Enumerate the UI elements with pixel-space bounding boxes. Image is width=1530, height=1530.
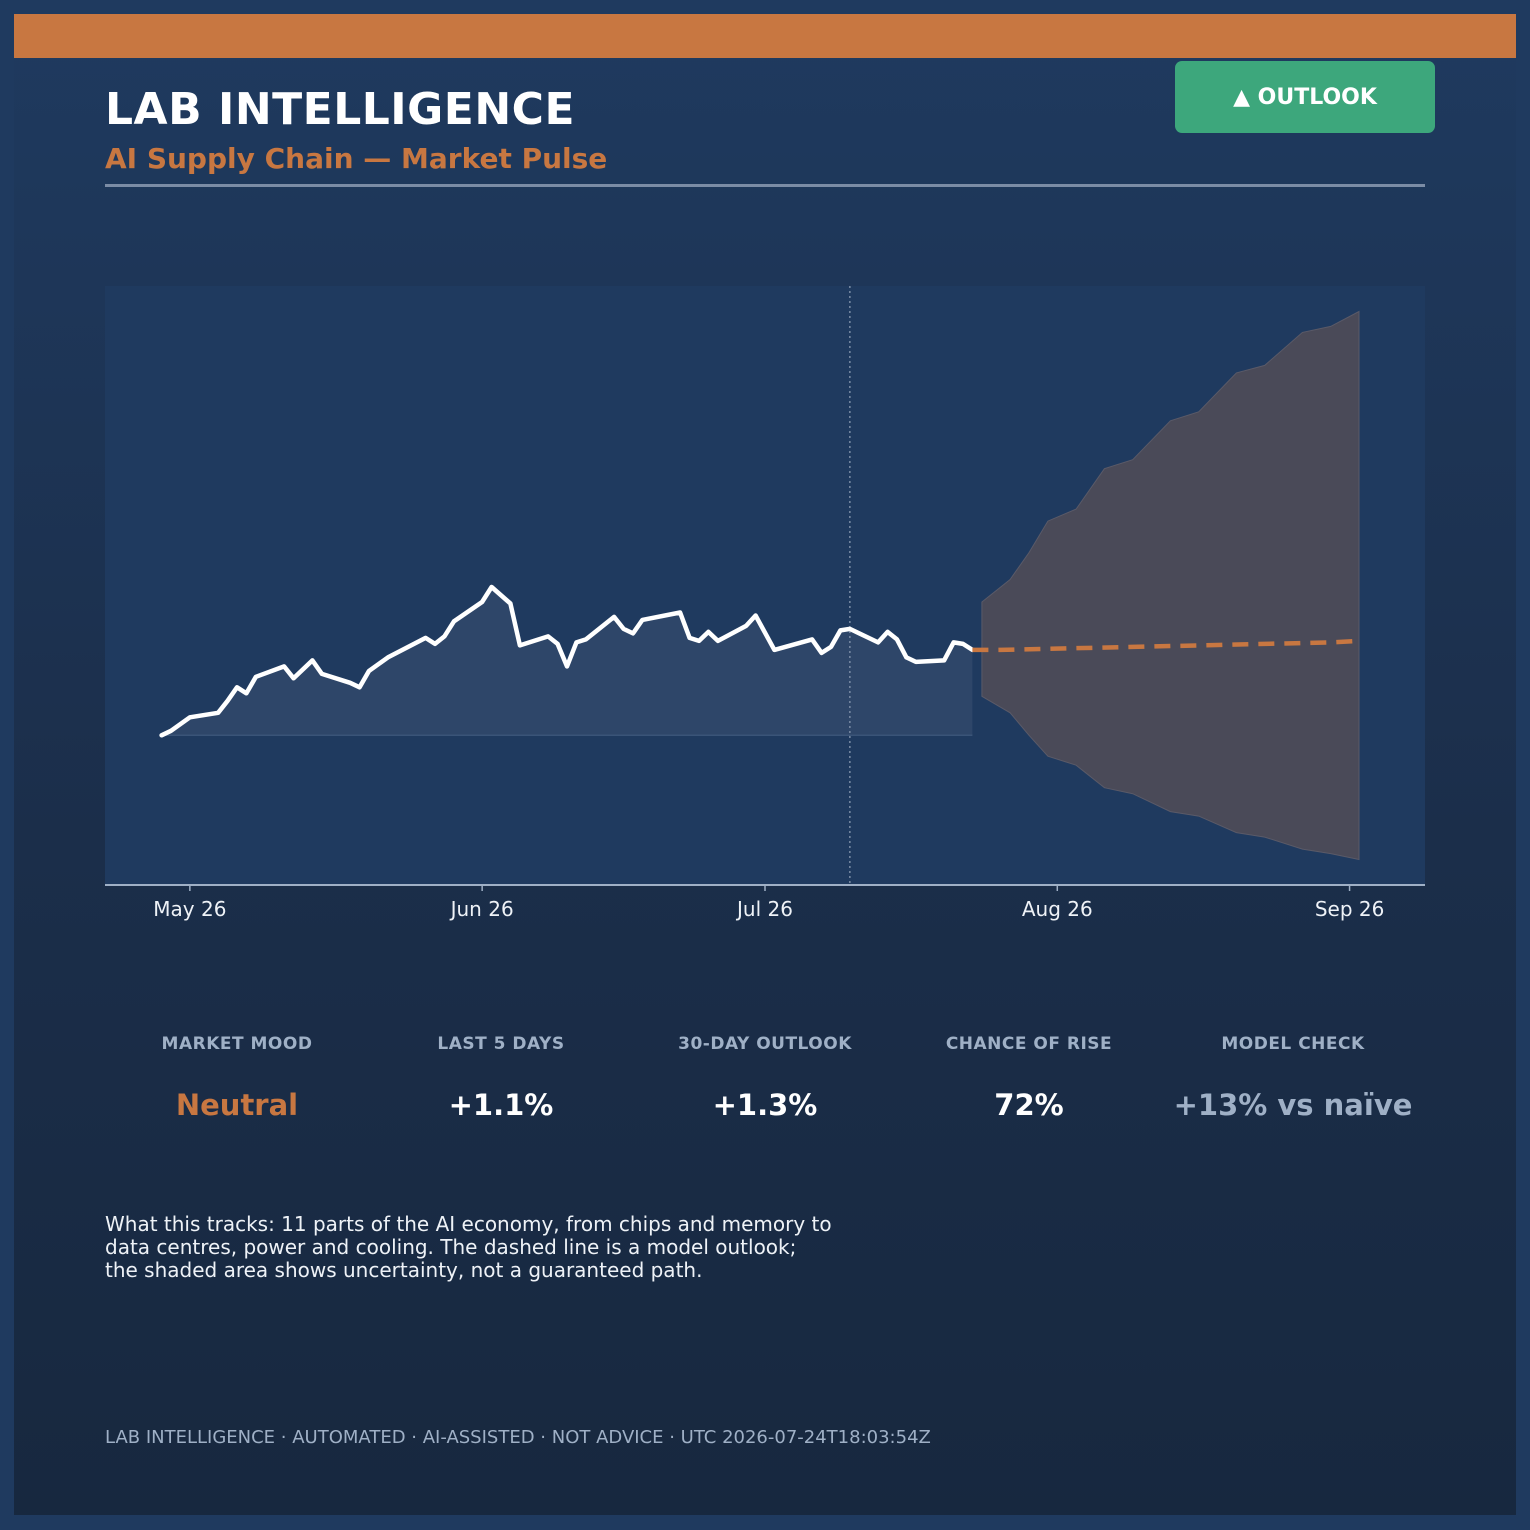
metric-label: LAST 5 DAYS xyxy=(437,1034,565,1054)
divider xyxy=(105,184,1425,187)
accent-bar xyxy=(14,14,1516,58)
metric-label: MARKET MOOD xyxy=(161,1034,313,1054)
metric-value: Neutral xyxy=(175,1088,299,1122)
history-area xyxy=(161,587,973,736)
metric-value: +1.3% xyxy=(712,1088,818,1122)
forecast-chart: May 26 Jun 26 Jul 26 Aug 26 Sep 26 xyxy=(105,286,1425,921)
page-subtitle: AI Supply Chain — Market Pulse xyxy=(105,142,608,175)
description-text: What this tracks: 11 parts of the AI eco… xyxy=(105,1213,905,1282)
metric-value: 72% xyxy=(994,1088,1064,1122)
metric-label: 30-DAY OUTLOOK xyxy=(678,1034,852,1054)
history-line xyxy=(159,584,975,738)
x-tick-label: May 26 xyxy=(153,897,226,921)
x-tick-label: Sep 26 xyxy=(1315,897,1385,921)
metric-value: +1.1% xyxy=(448,1088,554,1122)
description-line: What this tracks: 11 parts of the AI eco… xyxy=(105,1212,832,1236)
metric-value: +13% vs naïve xyxy=(1173,1088,1413,1122)
description-line: data centres, power and cooling. The das… xyxy=(105,1235,797,1259)
uncertainty-band xyxy=(981,310,1360,861)
description-line: the shaded area shows uncertainty, not a… xyxy=(105,1258,703,1282)
x-tick-label: Jul 26 xyxy=(735,897,793,921)
page-title: LAB INTELLIGENCE xyxy=(105,84,575,135)
forecast-line xyxy=(972,638,1360,653)
metric-label: CHANCE OF RISE xyxy=(945,1034,1113,1054)
metric-label: MODEL CHECK xyxy=(1221,1034,1365,1054)
report-card: LAB INTELLIGENCE AI Supply Chain — Marke… xyxy=(14,14,1516,1515)
x-tick-label: Jun 26 xyxy=(449,897,514,921)
footer-text: LAB INTELLIGENCE · AUTOMATED · AI-ASSIST… xyxy=(105,1427,931,1448)
x-tick-label: Aug 26 xyxy=(1022,897,1093,921)
outlook-badge[interactable]: ▲ OUTLOOK xyxy=(1175,61,1435,133)
